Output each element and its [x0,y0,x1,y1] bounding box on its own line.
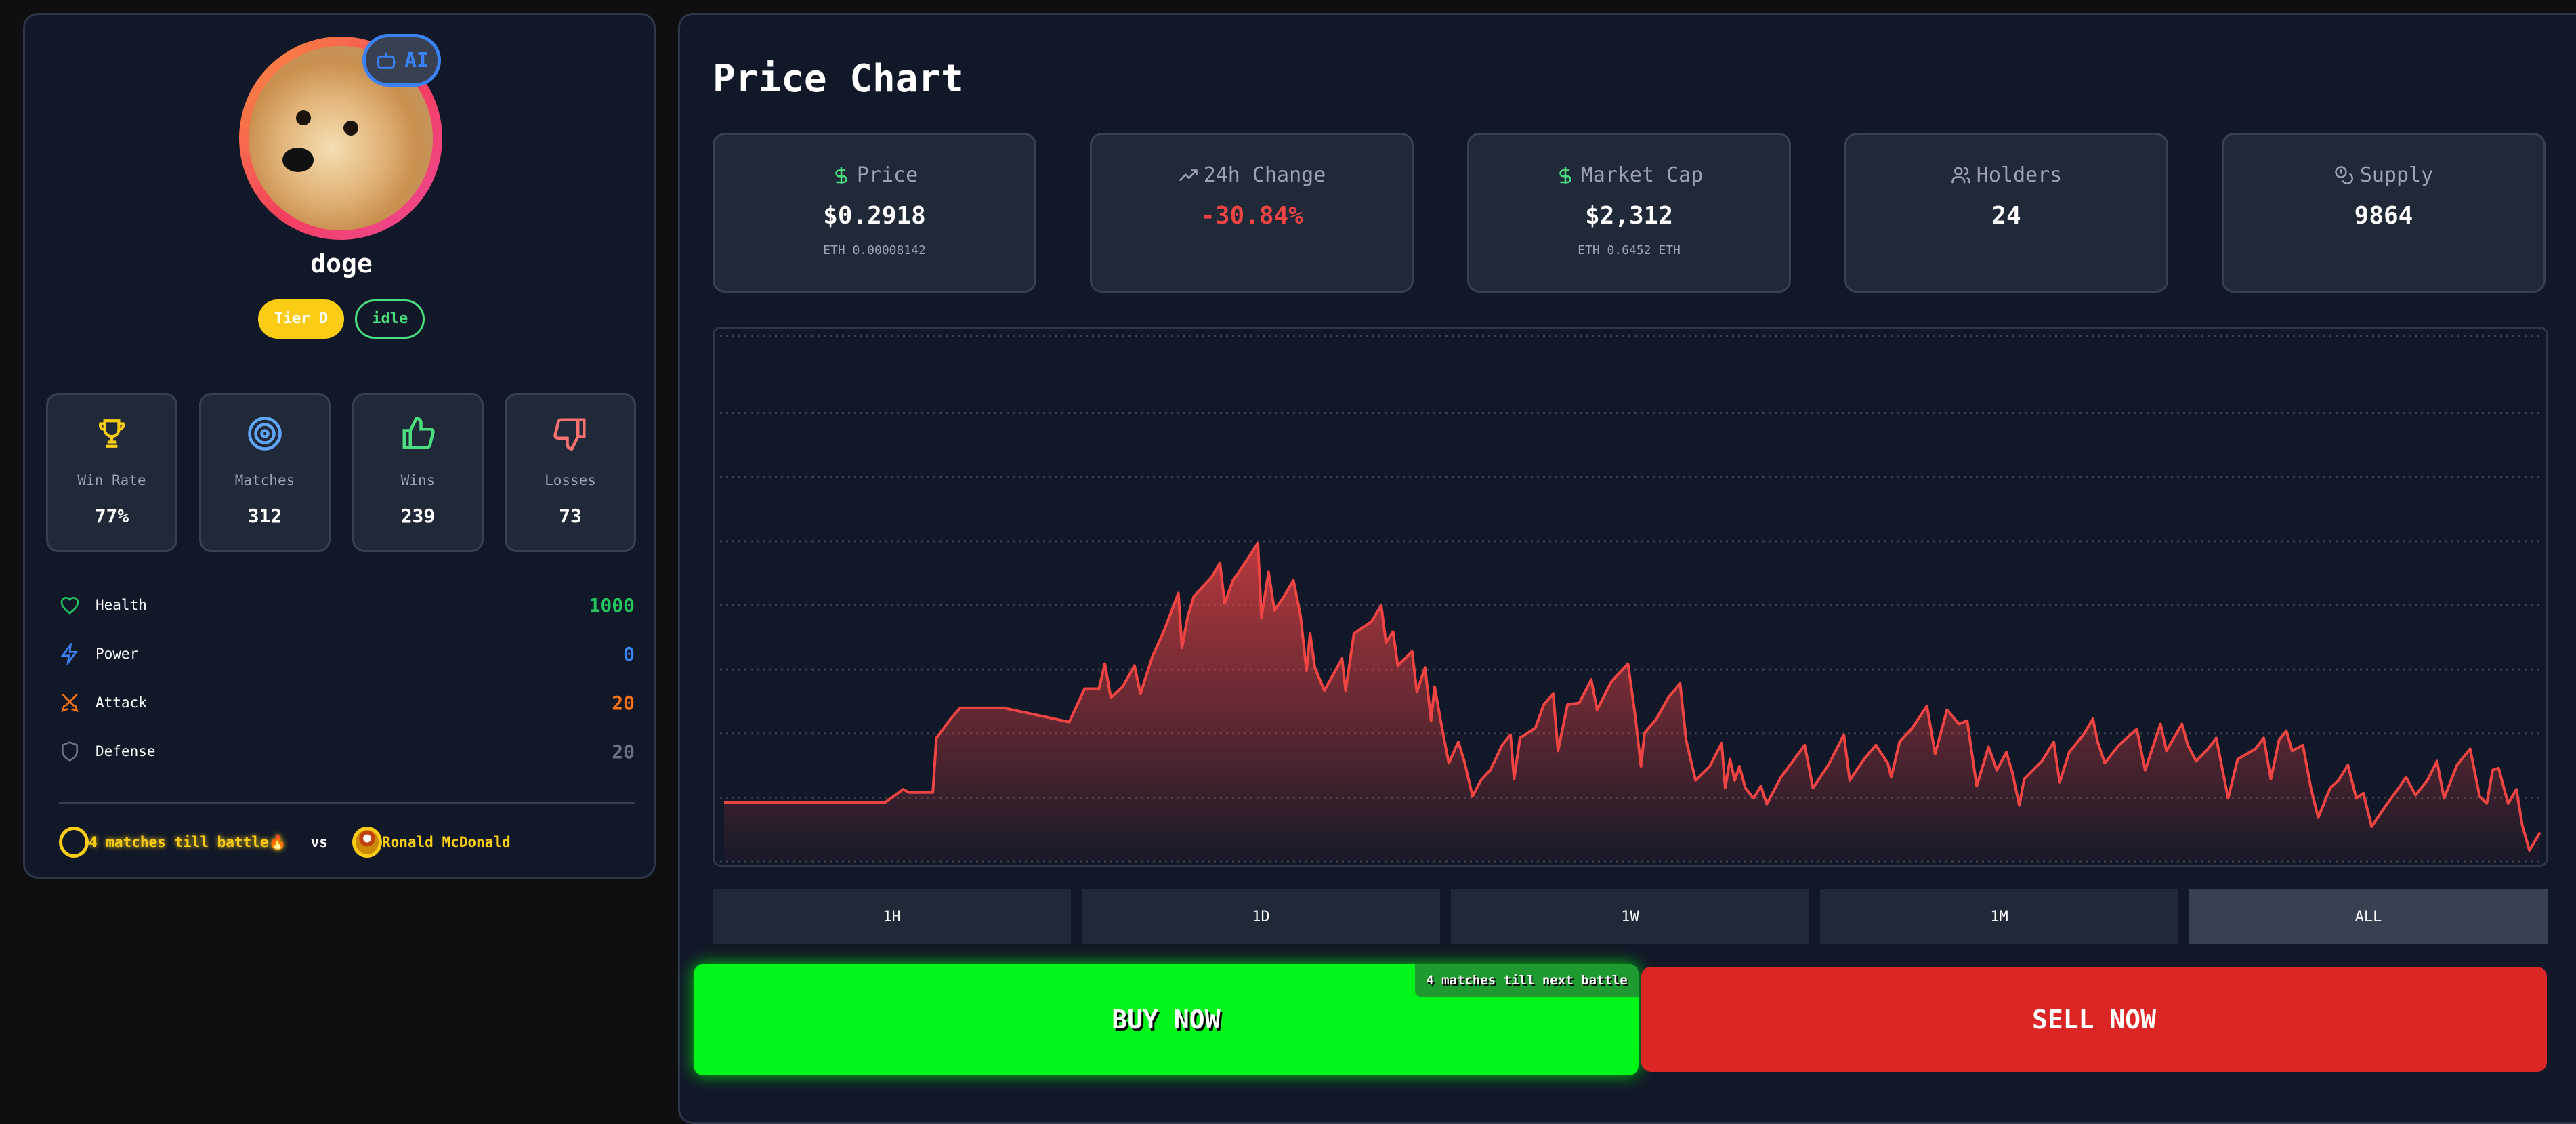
thumbs-up-icon [402,417,435,449]
attribute-defense: Defense 20 [59,734,635,768]
heart-icon [60,597,79,615]
agent-profile-panel: AI doge Tier D idle Win Rate 77% Matches… [23,13,656,879]
target-icon [248,417,282,451]
coins-icon [2335,165,2353,184]
stat-value: 73 [559,505,582,527]
attribute-health: Health 1000 [59,588,635,622]
buy-label: BUY NOW [1112,1005,1221,1035]
attribute-value: 1000 [589,594,635,617]
stat-label: Win Rate [77,472,146,488]
timeframe-1d[interactable]: 1D [1082,889,1440,944]
metric-value: 24 [1991,202,2021,230]
attribute-label: Power [96,646,139,662]
metric-label: Market Cap [1580,163,1704,187]
metric-card-supply: Supply 9864 [2222,133,2546,293]
buy-now-button[interactable]: BUY NOW 4 matches till next battle [694,964,1639,1075]
stat-card-wins: Wins 239 [352,393,484,552]
metric-card-24h-change: 24h Change -30.84% [1090,133,1414,293]
timeframe-1w[interactable]: 1W [1451,889,1809,944]
ai-label: AI [404,48,429,72]
metric-value: -30.84% [1200,202,1303,230]
metric-label: Holders [1976,163,2063,187]
attribute-label: Defense [96,743,156,759]
status-badge: idle [355,299,425,339]
sell-label: SELL NOW [2031,1004,2157,1035]
battle-countdown: 4 matches till battle🔥 [89,833,287,850]
shield-icon [62,741,78,762]
agent-name: doge [310,249,373,278]
timeframe-all[interactable]: ALL [2189,889,2548,944]
stat-value: 77% [94,505,129,527]
metric-sub: ETH 0.6452 ETH [1578,243,1681,257]
attribute-power: Power 0 [59,637,635,671]
attribute-value: 0 [623,642,635,665]
robot-icon [376,52,396,69]
dollar-icon [1559,167,1571,184]
metric-card-holders: Holders 24 [1844,133,2168,293]
next-battle-badge: 4 matches till next battle [1415,964,1639,997]
countdown-ring-icon [59,827,89,858]
trophy-icon [98,419,125,448]
metric-value: 9864 [2354,202,2413,230]
battle-info: 4 matches till battle🔥 vs Ronald McDonal… [59,825,511,859]
opponent-name[interactable]: Ronald McDonald [381,834,511,850]
opponent-avatar[interactable] [352,827,382,858]
stat-card-matches: Matches 312 [199,393,331,552]
stat-value: 312 [247,505,282,527]
stat-label: Wins [400,472,436,488]
tier-badge: Tier D [257,299,345,339]
metric-label: Price [856,163,919,187]
vs-label: vs [310,834,328,850]
price-chart[interactable] [713,327,2548,867]
timeframe-1m[interactable]: 1M [1820,889,2178,944]
users-icon [1951,167,1970,183]
page-title: Price Chart [713,57,964,101]
metric-label: Supply [2359,163,2434,187]
metric-card-market-cap: Market Cap $2,312 ETH 0.6452 ETH [1467,133,1791,293]
stat-label: Losses [545,472,596,488]
stat-value: 239 [400,505,436,527]
price-chart-svg [720,335,2541,863]
dollar-icon [835,167,847,184]
trending-up-icon [1179,169,1198,181]
price-chart-panel: Price Chart Price $0.2918 ETH 0.00008142… [678,13,2576,1124]
sell-now-button[interactable]: SELL NOW [1641,967,2547,1072]
swords-icon [61,694,79,713]
lightning-icon [60,643,78,665]
timeframe-1h[interactable]: 1H [713,889,1071,944]
metric-label: 24h Change [1203,163,1326,187]
stat-card-losses: Losses 73 [505,393,636,552]
metric-value: $0.2918 [823,202,926,230]
price-line [724,541,2541,852]
ai-badge: AI [362,34,441,87]
attribute-value: 20 [612,691,635,714]
thumbs-down-icon [553,418,586,451]
metric-card-price: Price $0.2918 ETH 0.00008142 [713,133,1036,293]
metric-sub: ETH 0.00008142 [823,243,926,257]
stat-label: Matches [234,472,295,488]
stat-card-win-rate: Win Rate 77% [46,393,177,552]
attribute-attack: Attack 20 [59,686,635,720]
attribute-label: Attack [96,694,147,711]
attribute-label: Health [96,597,147,613]
divider [59,802,635,804]
attribute-value: 20 [612,740,635,763]
metric-value: $2,312 [1584,202,1674,230]
